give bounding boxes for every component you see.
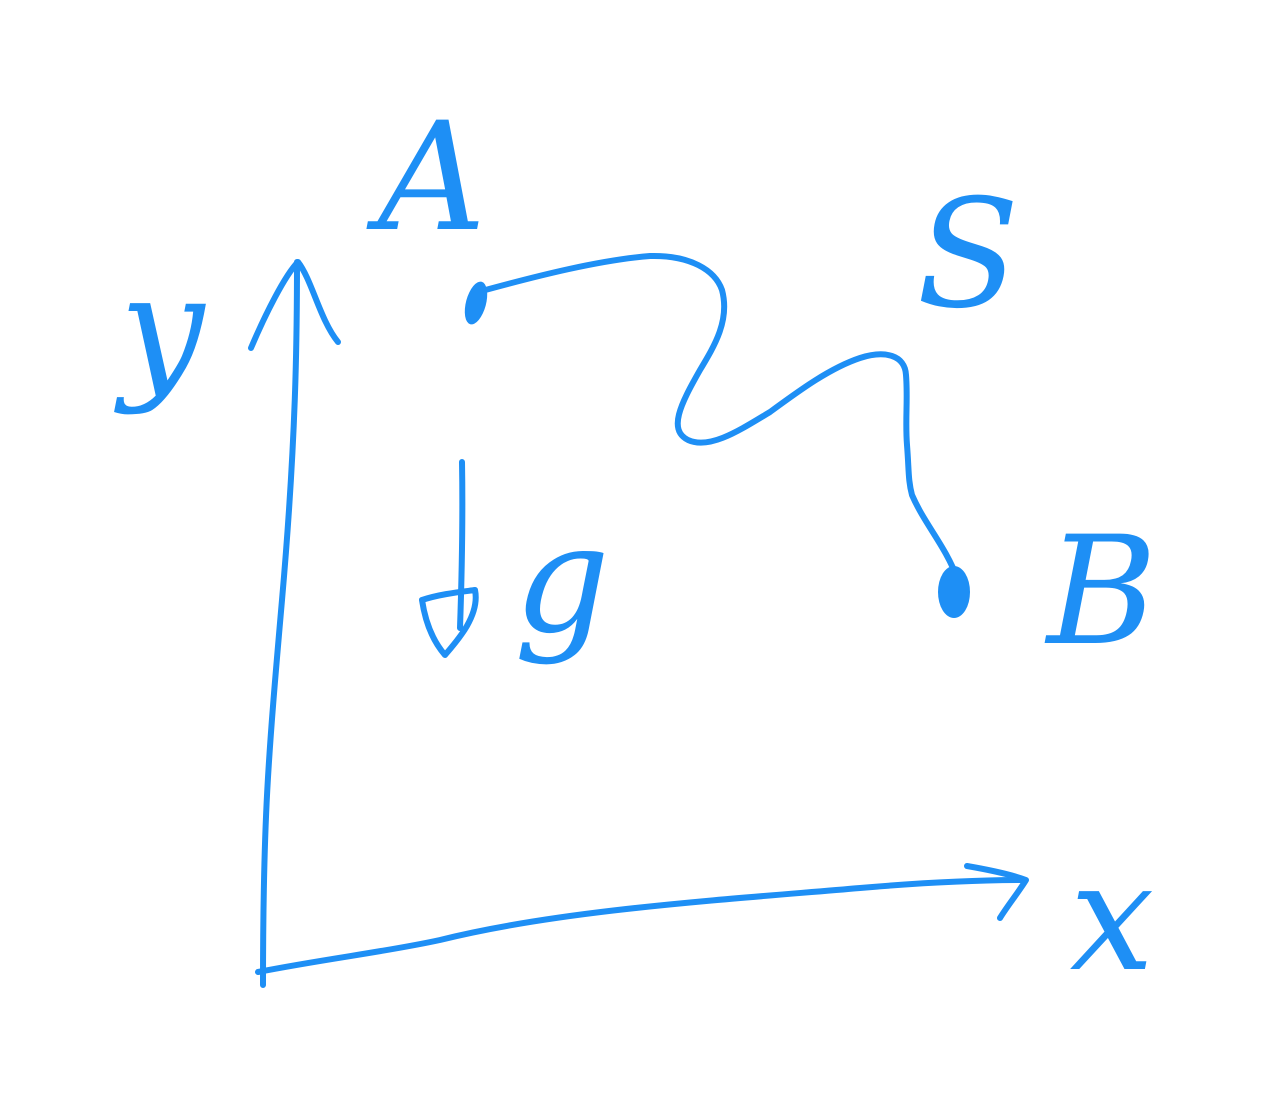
curve-s-label: S <box>917 168 1020 342</box>
gravity-arrow-shaft <box>457 459 466 631</box>
point-b-label: B <box>1044 505 1157 679</box>
y-axis-line <box>260 259 300 988</box>
axis-x-label: x <box>1070 831 1155 1005</box>
down-arrow-icon <box>419 587 479 658</box>
diagram-labels: y A S g B x <box>114 91 1157 1005</box>
coordinate-axes <box>248 259 1029 988</box>
point-b-dot <box>938 566 970 618</box>
x-axis-line <box>255 877 1028 975</box>
x-axis-arrowhead-icon <box>964 863 1029 921</box>
gravity-label: g <box>514 493 610 667</box>
axis-y-label: y <box>114 243 207 417</box>
y-axis-arrowhead-icon <box>248 259 341 351</box>
gravity-arrow <box>419 459 479 658</box>
curve-s <box>475 252 961 583</box>
point-a-label: A <box>366 91 486 265</box>
point-a-dot <box>464 281 488 325</box>
